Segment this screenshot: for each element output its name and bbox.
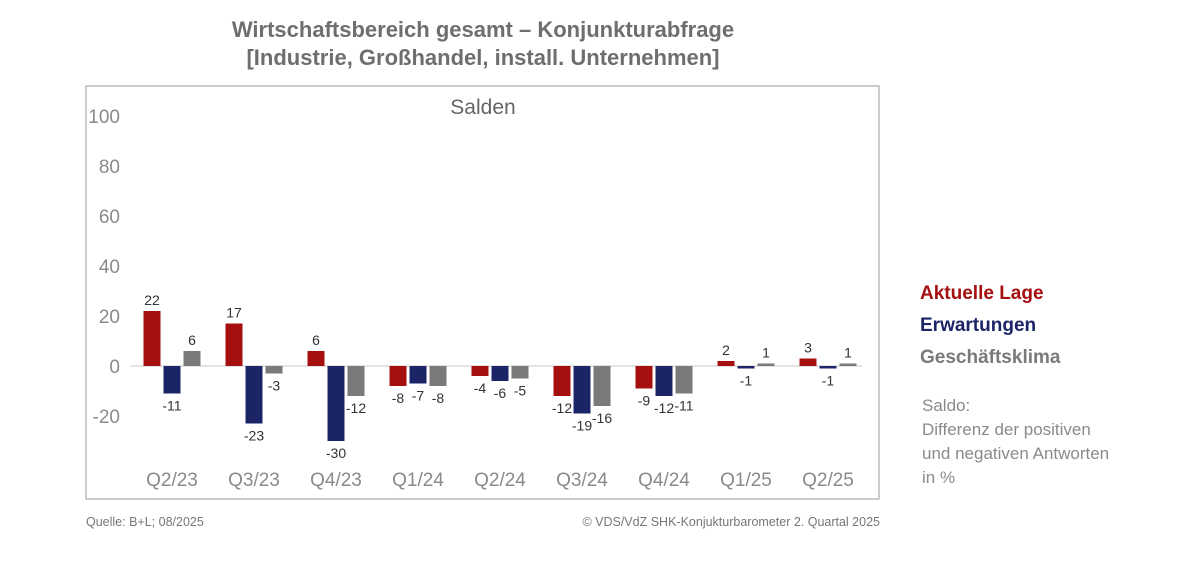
bar xyxy=(429,366,447,386)
bar xyxy=(593,366,611,406)
data-label: 6 xyxy=(312,332,320,348)
saldo-note: Saldo: Differenz der positiven und negat… xyxy=(922,394,1109,490)
data-label: -5 xyxy=(514,383,527,399)
data-label: -16 xyxy=(592,410,612,426)
bar xyxy=(675,366,693,394)
bar xyxy=(799,358,817,366)
note-line-4: in % xyxy=(922,468,956,487)
bar xyxy=(143,311,161,366)
data-label: -23 xyxy=(244,428,264,444)
data-label: -11 xyxy=(162,398,181,414)
x-tick-label: Q4/24 xyxy=(638,470,690,491)
data-label: -1 xyxy=(740,373,753,389)
plot-frame xyxy=(85,85,880,500)
data-label: -12 xyxy=(654,400,674,416)
y-tick-label: 60 xyxy=(99,207,120,228)
data-label: 1 xyxy=(762,345,770,361)
bar xyxy=(553,366,571,396)
data-label: -4 xyxy=(474,380,487,396)
bar xyxy=(225,323,243,366)
x-tick-label: Q3/23 xyxy=(228,470,280,491)
data-label: -3 xyxy=(268,378,281,394)
data-label: -8 xyxy=(432,390,445,406)
chart-title: Wirtschaftsbereich gesamt – Konjunkturab… xyxy=(86,16,880,72)
note-line-2: Differenz der positiven xyxy=(922,420,1091,439)
x-tick-label: Q2/24 xyxy=(474,470,526,491)
data-label: -1 xyxy=(822,373,835,389)
source-footer: Quelle: B+L; 08/2025 xyxy=(86,515,204,529)
y-tick-label: 100 xyxy=(88,107,120,128)
copyright-footer: © VDS/VdZ SHK-Konjukturbarometer 2. Quar… xyxy=(582,515,880,529)
bar xyxy=(511,366,529,379)
data-label: -6 xyxy=(494,385,507,401)
bar xyxy=(245,366,263,424)
x-tick-label: Q2/25 xyxy=(802,470,854,491)
bar xyxy=(635,366,653,389)
bar xyxy=(737,366,755,369)
y-tick-label: 40 xyxy=(99,257,120,278)
title-line-1: Wirtschaftsbereich gesamt – Konjunkturab… xyxy=(231,17,735,42)
y-tick-label: -20 xyxy=(93,407,120,428)
bar xyxy=(307,351,325,366)
data-label: -30 xyxy=(326,445,346,461)
data-label: 1 xyxy=(844,345,852,361)
data-label: -8 xyxy=(392,390,405,406)
data-label: -7 xyxy=(412,388,425,404)
bar xyxy=(757,363,775,366)
data-label: -12 xyxy=(552,400,572,416)
data-label: -9 xyxy=(638,393,651,409)
legend-item-erwartungen: Erwartungen xyxy=(920,315,1037,336)
bar xyxy=(163,366,181,394)
data-label: 6 xyxy=(188,332,196,348)
chart-subtitle: Salden xyxy=(450,96,515,119)
bar xyxy=(347,366,365,396)
note-line-1: Saldo: xyxy=(922,396,971,415)
x-tick-label: Q2/23 xyxy=(146,470,198,491)
bar xyxy=(573,366,591,414)
bar xyxy=(819,366,837,369)
x-tick-label: Q1/25 xyxy=(720,470,772,491)
y-tick-label: 0 xyxy=(109,357,120,378)
y-tick-label: 20 xyxy=(99,307,120,328)
data-label: -12 xyxy=(346,400,366,416)
bar xyxy=(389,366,407,386)
legend-item-geschaeftsklima: Geschäftsklima xyxy=(920,347,1061,368)
bar xyxy=(839,363,857,366)
data-label: -19 xyxy=(572,418,592,434)
legend-item-aktuelle-lage: Aktuelle Lage xyxy=(920,283,1044,304)
data-label: 2 xyxy=(722,342,730,358)
bar xyxy=(655,366,673,396)
bar xyxy=(491,366,509,381)
bar xyxy=(409,366,427,384)
data-label: 22 xyxy=(144,292,160,308)
note-line-3: und negativen Antworten xyxy=(922,444,1110,463)
x-tick-label: Q4/23 xyxy=(310,470,362,491)
bar xyxy=(471,366,489,376)
bar xyxy=(265,366,283,374)
data-label: -11 xyxy=(674,398,693,414)
legend: Aktuelle Lage Erwartungen Geschäftsklima xyxy=(920,278,1060,374)
data-label: 17 xyxy=(226,305,242,321)
bar xyxy=(327,366,345,441)
y-tick-label: 80 xyxy=(99,157,120,178)
title-line-2: [Industrie, Großhandel, install. Unterne… xyxy=(246,45,720,70)
bar xyxy=(717,361,735,366)
x-tick-label: Q3/24 xyxy=(556,470,608,491)
bar xyxy=(183,351,201,366)
data-label: 3 xyxy=(804,340,812,356)
x-tick-label: Q1/24 xyxy=(392,470,444,491)
